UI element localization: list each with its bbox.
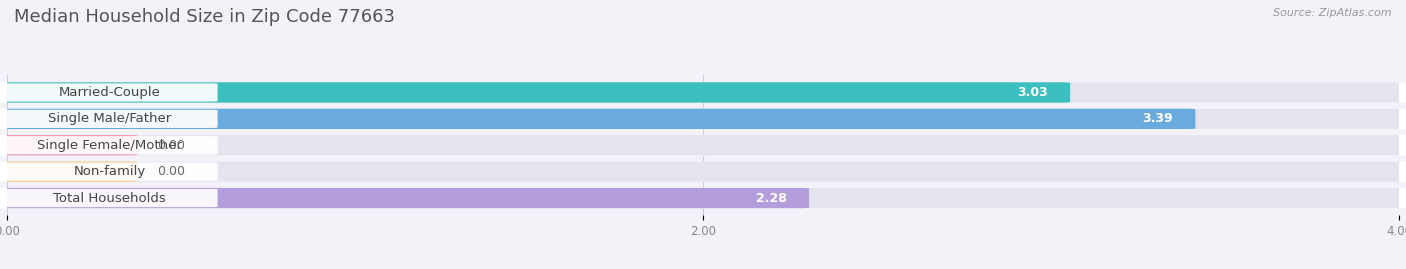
Text: Married-Couple: Married-Couple: [59, 86, 160, 99]
FancyBboxPatch shape: [1, 136, 218, 154]
FancyBboxPatch shape: [0, 188, 1406, 208]
FancyBboxPatch shape: [0, 161, 138, 182]
FancyBboxPatch shape: [0, 188, 808, 208]
Text: Single Male/Father: Single Male/Father: [48, 112, 172, 125]
Text: 0.00: 0.00: [156, 165, 184, 178]
FancyBboxPatch shape: [0, 135, 1406, 155]
Text: Total Households: Total Households: [53, 192, 166, 204]
Text: Non-family: Non-family: [73, 165, 146, 178]
FancyBboxPatch shape: [0, 135, 1406, 155]
FancyBboxPatch shape: [0, 188, 1406, 208]
Text: Single Female/Mother: Single Female/Mother: [37, 139, 183, 152]
FancyBboxPatch shape: [0, 109, 1406, 129]
FancyBboxPatch shape: [0, 82, 1406, 103]
FancyBboxPatch shape: [1, 162, 218, 181]
FancyBboxPatch shape: [0, 109, 1195, 129]
FancyBboxPatch shape: [1, 189, 218, 207]
FancyBboxPatch shape: [0, 161, 1406, 182]
FancyBboxPatch shape: [0, 109, 1406, 129]
FancyBboxPatch shape: [0, 161, 1406, 182]
Text: 3.03: 3.03: [1017, 86, 1047, 99]
FancyBboxPatch shape: [0, 82, 1070, 103]
Text: Median Household Size in Zip Code 77663: Median Household Size in Zip Code 77663: [14, 8, 395, 26]
FancyBboxPatch shape: [0, 82, 1406, 103]
Text: Source: ZipAtlas.com: Source: ZipAtlas.com: [1274, 8, 1392, 18]
Text: 0.00: 0.00: [156, 139, 184, 152]
Text: 2.28: 2.28: [755, 192, 786, 204]
Text: 3.39: 3.39: [1142, 112, 1173, 125]
FancyBboxPatch shape: [1, 110, 218, 128]
FancyBboxPatch shape: [1, 83, 218, 102]
FancyBboxPatch shape: [0, 135, 138, 155]
